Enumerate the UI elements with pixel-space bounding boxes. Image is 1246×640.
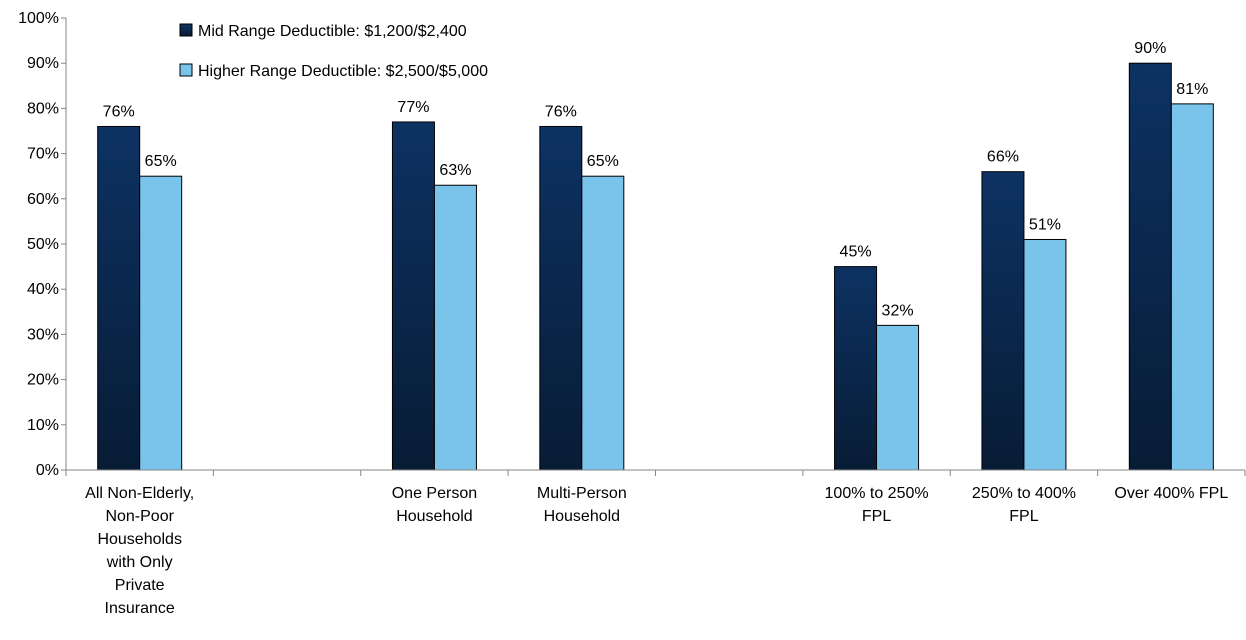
bar-series-1 bbox=[1128, 62, 1172, 471]
data-labels: 76% 77% 76% 45% 66% 90% 65% 63% 65% 32% 51% 81% bbox=[103, 40, 1209, 319]
data-label: 45% bbox=[840, 244, 872, 261]
y-tick-label: 70% bbox=[27, 146, 59, 163]
y-tick-label: 40% bbox=[27, 281, 59, 298]
data-label: 65% bbox=[145, 153, 177, 170]
data-label: 76% bbox=[545, 103, 577, 120]
data-label: 76% bbox=[103, 103, 135, 120]
bar-series-1 bbox=[391, 121, 435, 471]
bar-series-1 bbox=[834, 266, 878, 471]
legend-swatch bbox=[179, 63, 193, 77]
bar-series-2 bbox=[1023, 238, 1067, 471]
data-label: 90% bbox=[1134, 40, 1166, 57]
x-category-label: 250% to 400% FPL bbox=[972, 485, 1076, 525]
data-label: 77% bbox=[397, 99, 429, 116]
y-tick-label: 30% bbox=[27, 326, 59, 343]
data-label: 66% bbox=[987, 149, 1019, 166]
bar-series-2 bbox=[139, 175, 183, 471]
y-tick-label: 60% bbox=[27, 191, 59, 208]
bar-series-2 bbox=[581, 175, 625, 471]
y-tick-label: 20% bbox=[27, 372, 59, 389]
bar-series-1 bbox=[981, 171, 1025, 471]
y-tick-label: 10% bbox=[27, 417, 59, 434]
legend-label: Mid Range Deductible: $1,200/$2,400 bbox=[198, 23, 467, 40]
x-category-label: Multi-Person Household bbox=[537, 485, 627, 525]
x-category-label: All Non-Elderly, Non-Poor Households with O… bbox=[85, 485, 194, 617]
y-axis: 0% 10% 20% 30% 40% 50% 60% 70% 80% 90% 100% bbox=[18, 10, 67, 479]
y-tick-label: 100% bbox=[18, 10, 59, 27]
data-label: 65% bbox=[587, 153, 619, 170]
bar-series-1 bbox=[539, 125, 583, 471]
x-category-label: One Person Household bbox=[392, 485, 477, 525]
legend-label: Higher Range Deductible: $2,500/$5,000 bbox=[198, 63, 488, 80]
data-label: 32% bbox=[882, 302, 914, 319]
x-category-label: Over 400% FPL bbox=[1114, 485, 1228, 502]
bar-series-2 bbox=[1170, 103, 1214, 471]
data-label: 63% bbox=[439, 162, 471, 179]
x-category-label: 100% to 250% FPL bbox=[825, 485, 929, 525]
data-label: 51% bbox=[1029, 216, 1061, 233]
bar-series-2 bbox=[433, 184, 477, 471]
data-label: 81% bbox=[1176, 81, 1208, 98]
legend-swatch bbox=[179, 23, 193, 37]
legend: Mid Range Deductible: $1,200/$2,400 Highe… bbox=[179, 23, 488, 80]
bar-series-2 bbox=[876, 324, 920, 471]
bars bbox=[97, 62, 1214, 471]
y-tick-label: 0% bbox=[36, 462, 59, 479]
x-axis: All Non-Elderly, Non-Poor Households with O… bbox=[65, 469, 1246, 617]
y-tick-label: 90% bbox=[27, 55, 59, 72]
y-tick-label: 80% bbox=[27, 100, 59, 117]
y-tick-label: 50% bbox=[27, 236, 59, 253]
bar-series-1 bbox=[97, 125, 141, 471]
